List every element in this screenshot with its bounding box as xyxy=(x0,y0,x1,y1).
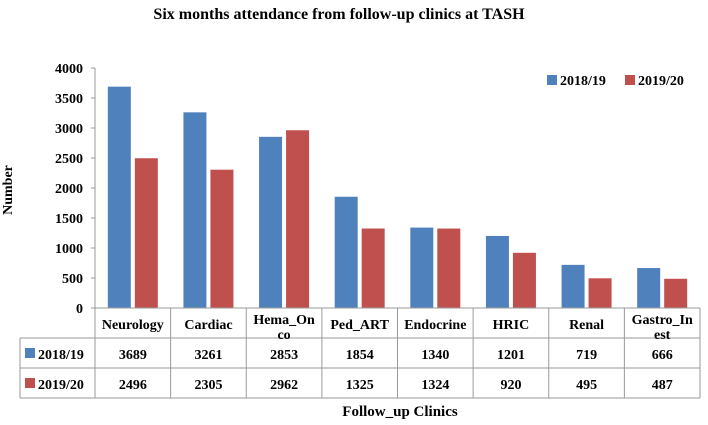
category-label: co xyxy=(277,328,290,343)
category-label: HRIC xyxy=(493,318,530,333)
table-series-key xyxy=(25,348,35,358)
bar-series2 xyxy=(512,252,536,308)
category-label: Cardiac xyxy=(184,318,232,333)
legend-key xyxy=(625,75,635,85)
bar-series2 xyxy=(134,158,158,308)
data-label: 1201 xyxy=(497,348,525,363)
y-tick-label: 3500 xyxy=(55,92,83,107)
table-series-name: 2018/19 xyxy=(38,348,84,363)
bar-series1 xyxy=(485,235,509,308)
category-label: Ped_ART xyxy=(330,318,389,333)
y-tick-label: 2500 xyxy=(55,152,83,167)
bar-series2 xyxy=(286,130,310,308)
y-tick-label: 3000 xyxy=(55,122,83,137)
data-label: 495 xyxy=(576,378,597,393)
data-label: 666 xyxy=(652,348,673,363)
legend-label: 2019/20 xyxy=(638,74,684,89)
bar-series2 xyxy=(588,278,612,308)
bar-series2 xyxy=(210,169,234,308)
y-tick-label: 0 xyxy=(76,302,83,317)
y-axis-title: Number xyxy=(1,165,16,215)
x-axis-title: Follow_up Clinics xyxy=(342,404,458,420)
bar-series1 xyxy=(259,136,283,308)
category-label: Endocrine xyxy=(404,318,466,333)
plot-area: 0 500 1000 1500 2000 2500 3000 3500 4000 Neurolog… xyxy=(19,62,701,399)
data-label: 719 xyxy=(576,348,597,363)
category-label: est xyxy=(654,328,671,343)
data-label: 3689 xyxy=(119,348,147,363)
bar-series2 xyxy=(361,228,385,308)
bar-series1 xyxy=(334,196,358,308)
bar-series2 xyxy=(437,228,461,308)
bar-series1 xyxy=(410,227,434,308)
chart-title: Six months attendance from follow-up cli… xyxy=(153,6,525,23)
data-label: 2496 xyxy=(119,378,147,393)
y-tick-label: 1000 xyxy=(55,242,83,257)
y-tick-label: 4000 xyxy=(55,62,83,77)
data-label: 1324 xyxy=(421,378,449,393)
y-tick-label: 500 xyxy=(62,272,83,287)
data-label: 1854 xyxy=(346,348,374,363)
category-label: Gastro_In xyxy=(632,313,693,328)
table-series-name: 2019/20 xyxy=(38,378,84,393)
y-tick-label: 1500 xyxy=(55,212,83,227)
data-label: 2962 xyxy=(270,378,298,393)
data-label: 487 xyxy=(652,378,673,393)
y-tick-label: 2000 xyxy=(55,182,83,197)
bar-series1 xyxy=(561,264,585,308)
data-label: 2853 xyxy=(270,348,298,363)
legend-label: 2018/19 xyxy=(560,74,606,89)
bar-series2 xyxy=(664,278,688,308)
data-label: 1325 xyxy=(346,378,374,393)
data-label: 3261 xyxy=(194,348,222,363)
legend-key xyxy=(547,75,557,85)
bar-series1 xyxy=(107,86,131,308)
data-label: 920 xyxy=(500,378,521,393)
data-label: 2305 xyxy=(194,378,222,393)
category-label: Renal xyxy=(569,318,604,333)
category-label: Neurology xyxy=(102,318,164,333)
category-label: Hema_On xyxy=(253,313,315,328)
data-label: 1340 xyxy=(421,348,449,363)
table-series-key xyxy=(25,378,35,388)
bar-series1 xyxy=(183,112,207,308)
bar-series1 xyxy=(637,268,661,308)
